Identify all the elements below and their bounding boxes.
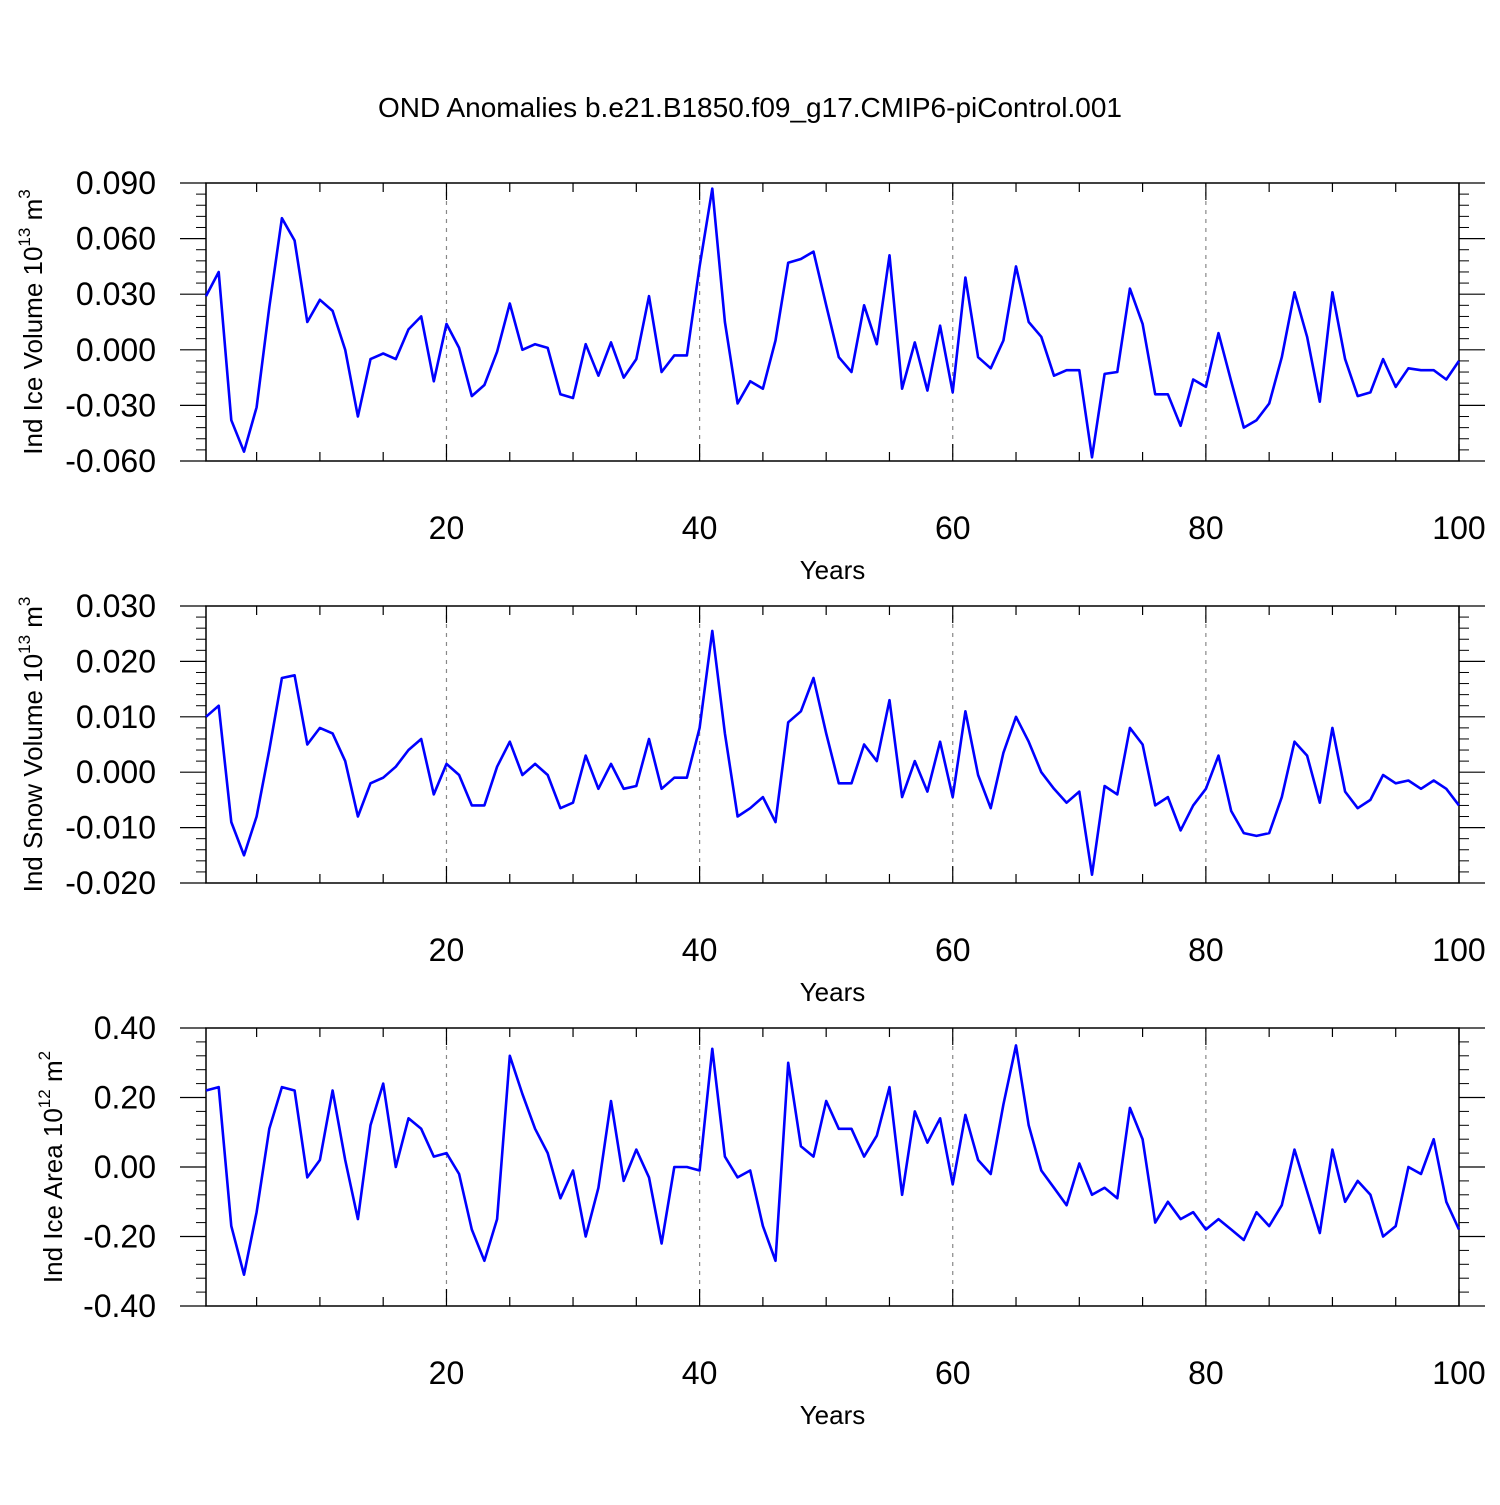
x-tick-label: 40 bbox=[682, 510, 718, 546]
x-tick-label: 20 bbox=[429, 1355, 465, 1391]
x-tick-label: 100 bbox=[1432, 510, 1485, 546]
y-tick-label: -0.060 bbox=[65, 443, 156, 479]
panel-2: -0.020 -0.010 0.000 0.010 0.020 0.030 20 40 60 80… bbox=[15, 588, 1486, 1007]
x-tick-label: 60 bbox=[935, 1355, 971, 1391]
x-tick-label: 60 bbox=[935, 510, 971, 546]
y-tick-label: 0.030 bbox=[76, 588, 156, 624]
x-axis-label: Years bbox=[800, 977, 866, 1007]
y-tick-label: 0.000 bbox=[76, 332, 156, 368]
y-tick-label: 0.000 bbox=[76, 754, 156, 790]
x-tick-label: 100 bbox=[1432, 1355, 1485, 1391]
y-tick-label: -0.030 bbox=[65, 387, 156, 423]
x-axis-label: Years bbox=[800, 555, 866, 585]
y-axis-label: Ind Snow Volume 1013 m3 bbox=[15, 597, 48, 893]
plot-frame bbox=[205, 182, 1460, 462]
x-tick-label: 60 bbox=[935, 932, 971, 968]
plot-frame bbox=[205, 605, 1460, 884]
x-tick-label: 80 bbox=[1188, 932, 1224, 968]
panel-1: -0.060 -0.030 0.000 0.030 0.060 0.090 20 40 60 80… bbox=[15, 165, 1486, 585]
figure-title: OND Anomalies b.e21.B1850.f09_g17.CMIP6-… bbox=[378, 92, 1122, 123]
y-tick-label: 0.010 bbox=[76, 699, 156, 735]
series-line bbox=[205, 629, 1461, 877]
y-tick-label: -0.020 bbox=[65, 865, 156, 901]
y-tick-label: 0.090 bbox=[76, 165, 156, 201]
x-tick-label: 20 bbox=[429, 510, 465, 546]
x-tick-label: 100 bbox=[1432, 932, 1485, 968]
y-axis-label: Ind Ice Volume 1013 m3 bbox=[15, 189, 48, 454]
x-tick-label: 40 bbox=[682, 1355, 718, 1391]
y-tick-label: 0.20 bbox=[94, 1080, 156, 1116]
series-line bbox=[205, 1044, 1461, 1276]
x-tick-label: 80 bbox=[1188, 510, 1224, 546]
y-axis-label: Ind Ice Area 1012 m2 bbox=[35, 1051, 68, 1283]
y-tick-label: 0.40 bbox=[94, 1010, 156, 1046]
x-tick-label: 40 bbox=[682, 932, 718, 968]
plot-frame bbox=[205, 1027, 1460, 1307]
y-tick-label: -0.40 bbox=[83, 1288, 156, 1324]
y-tick-label: -0.010 bbox=[65, 810, 156, 846]
y-tick-label: 0.020 bbox=[76, 643, 156, 679]
y-tick-label: 0.030 bbox=[76, 276, 156, 312]
y-tick-label: 0.060 bbox=[76, 221, 156, 257]
y-tick-label: -0.20 bbox=[83, 1219, 156, 1255]
x-tick-label: 20 bbox=[429, 932, 465, 968]
x-axis-label: Years bbox=[800, 1400, 866, 1430]
y-tick-label: 0.00 bbox=[94, 1149, 156, 1185]
panel-3: -0.40 -0.20 0.00 0.20 0.40 20 40 60 80 100 Years In… bbox=[35, 1010, 1486, 1430]
series-line bbox=[204, 187, 1461, 459]
x-tick-label: 80 bbox=[1188, 1355, 1224, 1391]
